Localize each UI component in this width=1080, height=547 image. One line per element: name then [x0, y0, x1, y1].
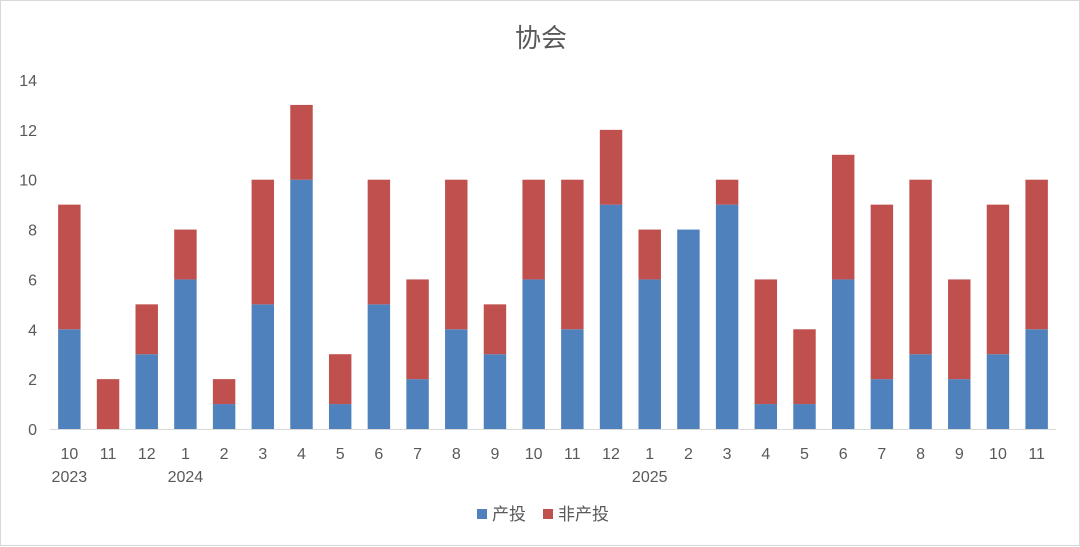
bar-fei-chan-tou	[483, 304, 507, 355]
bar-chan-tou	[909, 354, 932, 429]
bar-chan-tou	[406, 379, 429, 429]
legend-swatch-fei-chan-tou	[543, 509, 553, 519]
bar-chan-tou	[367, 304, 391, 429]
bar-fei-chan-tou	[909, 179, 932, 355]
x-tick-label: 4	[297, 446, 306, 463]
bar-fei-chan-tou	[870, 204, 894, 380]
bar-fei-chan-tou	[406, 279, 429, 380]
x-year-label: 2023	[52, 469, 88, 486]
bar-fei-chan-tou	[948, 279, 971, 380]
bar-chan-tou	[870, 379, 894, 429]
bar-chan-tou	[754, 404, 778, 429]
bar-fei-chan-tou	[58, 204, 81, 330]
x-tick-label: 12	[602, 446, 620, 463]
bar-chan-tou	[135, 354, 158, 429]
bar-fei-chan-tou	[135, 304, 158, 355]
x-tick-label: 9	[491, 446, 500, 463]
x-tick-label: 5	[336, 446, 345, 463]
chart-title: 协会	[515, 24, 567, 54]
x-tick-label: 4	[761, 446, 770, 463]
bar-chan-tou	[599, 204, 623, 429]
x-tick-label: 11	[100, 446, 117, 463]
bar-fei-chan-tou	[561, 179, 584, 330]
bar-chan-tou	[638, 279, 661, 429]
x-tick-label: 7	[877, 446, 886, 463]
legend-label-chan-tou: 产投	[492, 505, 526, 525]
bar-chan-tou	[948, 379, 971, 429]
x-tick-label: 1	[181, 446, 190, 463]
bar-fei-chan-tou	[328, 354, 352, 405]
bar-fei-chan-tou	[96, 379, 120, 429]
bar-chan-tou	[328, 404, 352, 429]
bar-fei-chan-tou	[251, 179, 275, 305]
legend-swatch-chan-tou	[477, 509, 487, 519]
x-tick-label: 8	[916, 446, 925, 463]
bar-chan-tou	[212, 404, 236, 429]
y-axis-ticks: 0 2 4 6 8 10 12 14	[19, 73, 37, 439]
x-tick-label: 1	[645, 446, 654, 463]
x-tick-label: 9	[955, 446, 964, 463]
bar-fei-chan-tou	[638, 229, 661, 280]
bar-chan-tou	[1025, 329, 1048, 429]
bar-chan-tou	[290, 179, 313, 429]
x-tick-label: 3	[723, 446, 732, 463]
y-tick-label: 6	[28, 272, 37, 289]
bar-chan-tou	[174, 279, 197, 429]
x-year-label: 2024	[168, 469, 204, 486]
x-tick-label: 10	[989, 446, 1007, 463]
x-tick-label: 5	[800, 446, 809, 463]
x-tick-label: 10	[60, 446, 78, 463]
bar-chan-tou	[445, 329, 468, 429]
bar-chan-tou	[58, 329, 81, 429]
bar-fei-chan-tou	[1025, 179, 1048, 330]
bar-chan-tou	[251, 304, 275, 429]
x-tick-label: 2	[684, 446, 693, 463]
x-tick-label: 10	[525, 446, 543, 463]
bar-fei-chan-tou	[831, 154, 855, 280]
bar-chan-tou	[522, 279, 545, 429]
y-tick-label: 14	[19, 73, 37, 90]
bar-fei-chan-tou	[290, 104, 313, 180]
y-tick-label: 8	[28, 223, 37, 240]
bar-fei-chan-tou	[367, 179, 391, 305]
legend: 产投 非产投	[477, 505, 609, 525]
y-tick-label: 10	[19, 173, 37, 190]
bar-chan-tou	[677, 229, 700, 429]
bar-fei-chan-tou	[793, 329, 816, 405]
y-tick-label: 2	[28, 372, 37, 389]
bars	[58, 104, 1048, 429]
x-year-label: 2025	[632, 469, 668, 486]
x-tick-label: 3	[258, 446, 267, 463]
bar-fei-chan-tou	[986, 204, 1010, 355]
bar-fei-chan-tou	[754, 279, 778, 405]
x-tick-label: 11	[564, 446, 581, 463]
bar-fei-chan-tou	[522, 179, 545, 280]
bar-chan-tou	[986, 354, 1010, 429]
bar-fei-chan-tou	[212, 379, 236, 405]
x-tick-label: 8	[452, 446, 461, 463]
bar-fei-chan-tou	[715, 179, 739, 205]
x-tick-label: 7	[413, 446, 422, 463]
bar-fei-chan-tou	[599, 129, 623, 205]
bar-fei-chan-tou	[174, 229, 197, 280]
bar-chan-tou	[483, 354, 507, 429]
x-tick-label: 12	[138, 446, 156, 463]
bar-chan-tou	[561, 329, 584, 429]
bar-chan-tou	[831, 279, 855, 429]
bar-chan-tou	[793, 404, 816, 429]
y-tick-label: 0	[28, 422, 37, 439]
legend-label-fei-chan-tou: 非产投	[558, 505, 609, 525]
bar-chan-tou	[715, 204, 739, 429]
y-tick-label: 12	[19, 123, 37, 140]
y-tick-label: 4	[28, 322, 37, 339]
bar-fei-chan-tou	[445, 179, 468, 330]
x-tick-label: 6	[839, 446, 848, 463]
x-tick-label: 6	[374, 446, 383, 463]
x-tick-label: 2	[220, 446, 229, 463]
x-tick-label: 11	[1028, 446, 1045, 463]
